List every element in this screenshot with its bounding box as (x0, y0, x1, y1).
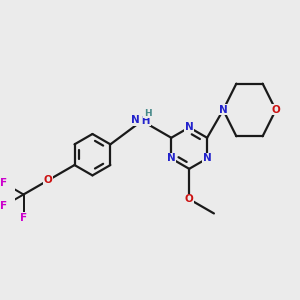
Text: N: N (219, 105, 228, 115)
Text: NH: NH (133, 116, 151, 126)
Text: H: H (144, 109, 152, 118)
Text: F: F (0, 201, 7, 211)
Text: N: N (131, 115, 140, 125)
Text: N: N (203, 154, 212, 164)
Text: O: O (44, 175, 52, 185)
Text: F: F (0, 178, 7, 188)
Text: O: O (185, 194, 194, 204)
Text: N: N (167, 154, 176, 164)
Text: N: N (185, 122, 194, 132)
Text: F: F (20, 213, 27, 223)
Text: O: O (272, 105, 280, 115)
